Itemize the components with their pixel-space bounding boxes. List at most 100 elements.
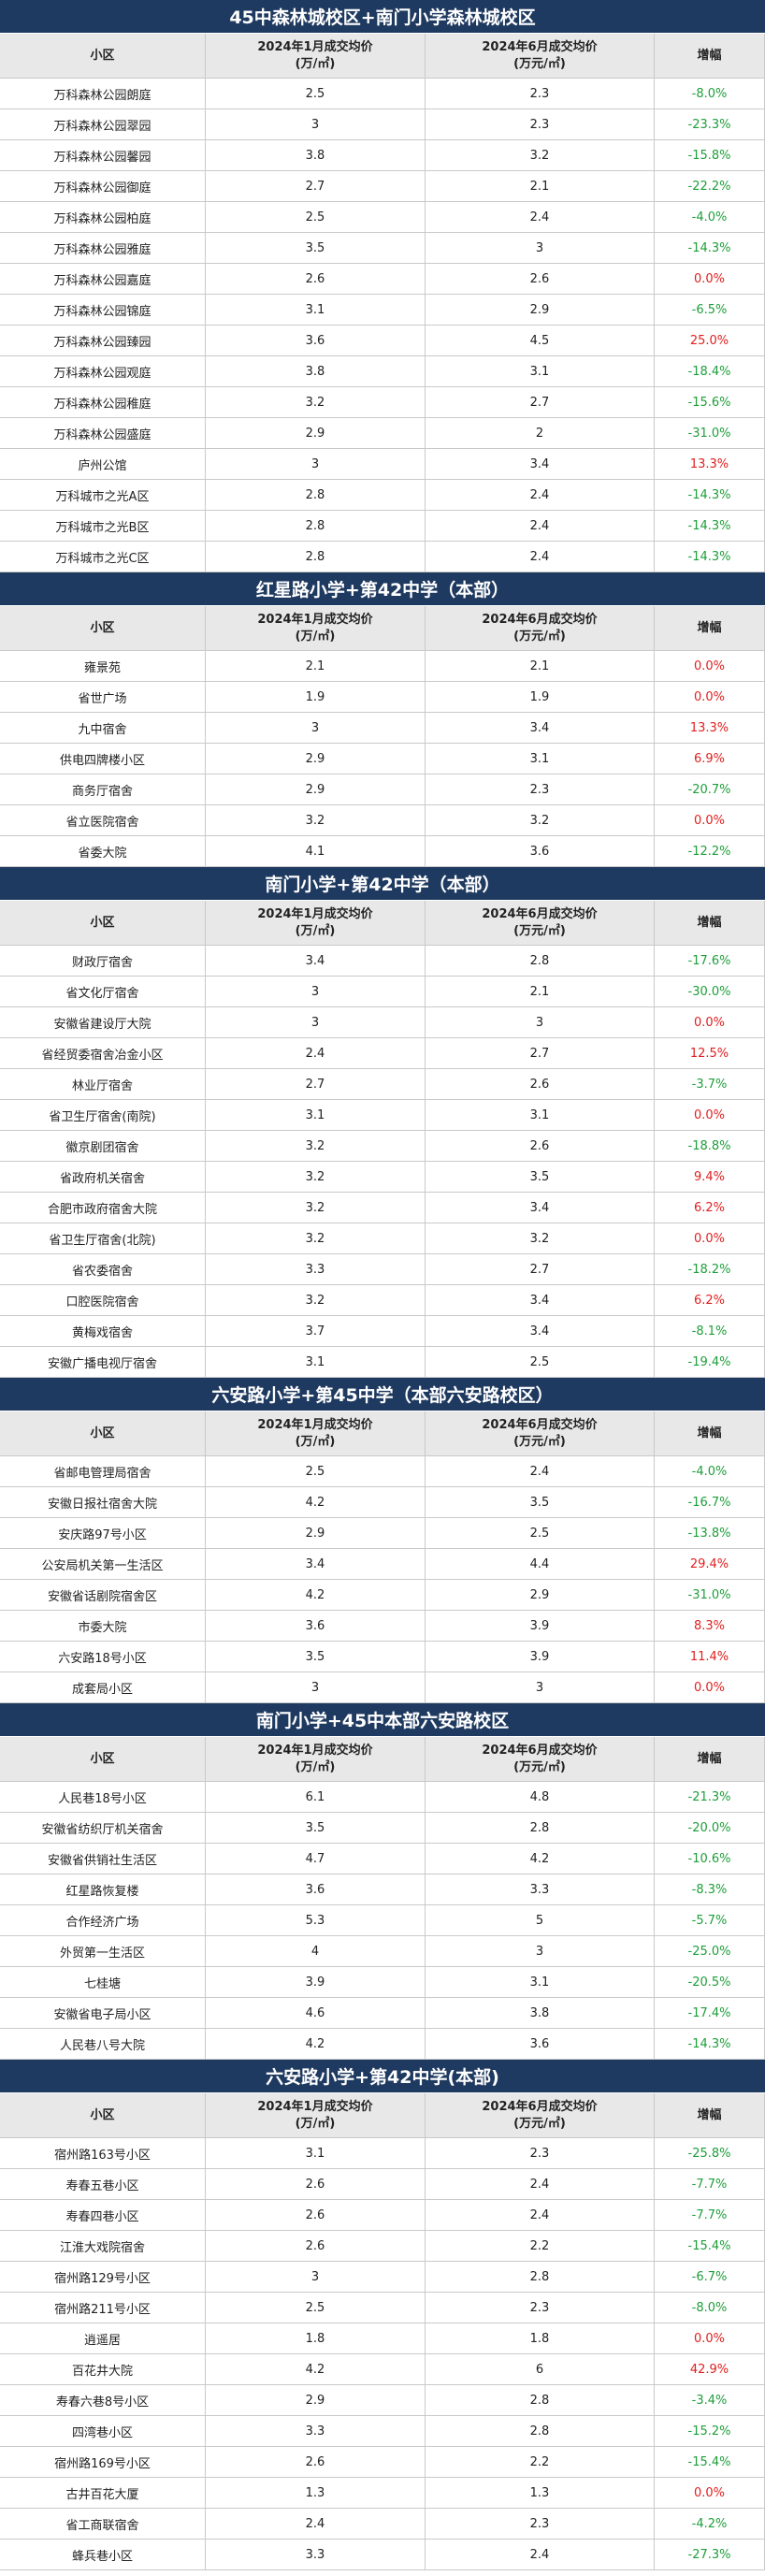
price-cell: 2.4 <box>426 542 655 572</box>
header-text: 小区 <box>90 1425 115 1440</box>
change-cell: 0.0% <box>655 651 765 682</box>
data-row: 万科城市之光B区 2.8 2.4 -14.3% <box>0 511 765 542</box>
header-cell: 增幅 <box>655 1737 765 1782</box>
change-cell: -21.3% <box>655 1782 765 1813</box>
price-cell: 3 <box>206 977 426 1007</box>
data-row: 万科森林公园嘉庭 2.6 2.6 0.0% <box>0 264 765 295</box>
change-cell: -8.3% <box>655 1874 765 1905</box>
community-name: 市委大院 <box>0 1611 206 1642</box>
price-cell: 3 <box>206 713 426 744</box>
change-cell: -13.8% <box>655 1518 765 1549</box>
price-cell: 5 <box>426 1905 655 1936</box>
community-name: 商务厅宿舍 <box>0 774 206 805</box>
community-name: 万科森林公园盛庭 <box>0 418 206 449</box>
price-cell: 4.8 <box>426 1782 655 1813</box>
community-name: 财政厅宿舍 <box>0 946 206 977</box>
data-row: 雍景苑 2.1 2.1 0.0% <box>0 651 765 682</box>
section-title: 红星路小学+第42中学（本部） <box>0 572 765 606</box>
price-cell: 3.6 <box>206 1611 426 1642</box>
price-cell: 3 <box>426 1672 655 1703</box>
section: 红星路小学+第42中学（本部） 小区 2024年1月成交均价 (万/㎡) 2024年6月… <box>0 572 765 867</box>
change-cell: 0.0% <box>655 1007 765 1038</box>
change-cell: -14.3% <box>655 233 765 264</box>
header-text: 增幅 <box>697 2107 722 2122</box>
data-row: 安庆路97号小区 2.9 2.5 -13.8% <box>0 1518 765 1549</box>
data-row: 财政厅宿舍 3.4 2.8 -17.6% <box>0 946 765 977</box>
community-name: 寿春四巷小区 <box>0 2200 206 2231</box>
change-cell: -10.6% <box>655 1844 765 1874</box>
community-name: 万科森林公园稚庭 <box>0 387 206 418</box>
section-title: 南门小学+45中本部六安路校区 <box>0 1703 765 1737</box>
data-row: 安徽省纺织厅机关宿舍 3.5 2.8 -20.0% <box>0 1813 765 1844</box>
data-row: 省卫生厅宿舍(北院) 3.2 3.2 0.0% <box>0 1223 765 1254</box>
change-cell: -30.0% <box>655 977 765 1007</box>
change-cell: 6.2% <box>655 1193 765 1223</box>
price-cell: 2.5 <box>426 1518 655 1549</box>
header-text: 2024年6月成交均价 <box>482 1743 598 1758</box>
header-cell: 2024年6月成交均价 (万元/㎡) <box>426 1411 655 1456</box>
community-name: 蜂兵巷小区 <box>0 2540 206 2570</box>
data-row: 省立医院宿舍 3.2 3.2 0.0% <box>0 805 765 836</box>
header-row: 小区 2024年1月成交均价 (万/㎡) 2024年6月成交均价 (万元/㎡) 增幅 <box>0 1411 765 1456</box>
header-text: (万元/㎡) <box>513 56 566 71</box>
price-cell: 3 <box>206 449 426 480</box>
change-cell: -14.3% <box>655 2029 765 2060</box>
header-text: 增幅 <box>697 48 722 63</box>
data-row: 宿州路169号小区 2.6 2.2 -15.4% <box>0 2447 765 2478</box>
price-cell: 3.6 <box>426 836 655 867</box>
price-cell: 3.9 <box>426 1642 655 1672</box>
header-cell: 2024年1月成交均价 (万/㎡) <box>206 1411 426 1456</box>
price-cell: 2.6 <box>206 2169 426 2200</box>
data-row: 外贸第一生活区 4 3 -25.0% <box>0 1936 765 1967</box>
change-cell: -31.0% <box>655 418 765 449</box>
data-row: 七桂塘 3.9 3.1 -20.5% <box>0 1967 765 1998</box>
section: 45中森林城校区+南门小学森林城校区 小区 2024年1月成交均价 (万/㎡) 2024… <box>0 0 765 572</box>
community-name: 省工商联宿舍 <box>0 2509 206 2540</box>
price-cell: 2.9 <box>206 744 426 774</box>
change-cell: 8.3% <box>655 1611 765 1642</box>
section: 南门小学+45中本部六安路校区 小区 2024年1月成交均价 (万/㎡) 2024年6月… <box>0 1703 765 2060</box>
header-cell: 小区 <box>0 2093 206 2138</box>
price-cell: 2.4 <box>426 1456 655 1487</box>
data-row: 省卫生厅宿舍(南院) 3.1 3.1 0.0% <box>0 1100 765 1131</box>
data-row: 红星路恢复楼 3.6 3.3 -8.3% <box>0 1874 765 1905</box>
price-cell: 1.3 <box>206 2478 426 2509</box>
data-row: 合肥市政府宿舍大院 3.2 3.4 6.2% <box>0 1193 765 1223</box>
change-cell: -15.6% <box>655 387 765 418</box>
price-cell: 3.2 <box>206 1223 426 1254</box>
community-name: 万科森林公园馨园 <box>0 140 206 171</box>
price-cell: 4.2 <box>426 1844 655 1874</box>
change-cell: -4.2% <box>655 2509 765 2540</box>
community-name: 人民巷18号小区 <box>0 1782 206 1813</box>
price-cell: 2.8 <box>426 946 655 977</box>
community-name: 省邮电管理局宿舍 <box>0 1456 206 1487</box>
header-text: 增幅 <box>697 1425 722 1440</box>
community-name: 省委大院 <box>0 836 206 867</box>
price-cell: 2.9 <box>206 1518 426 1549</box>
price-cell: 4.2 <box>206 2354 426 2385</box>
community-name: 省卫生厅宿舍(北院) <box>0 1223 206 1254</box>
price-cell: 2.8 <box>206 542 426 572</box>
change-cell: 13.3% <box>655 449 765 480</box>
price-cell: 3.5 <box>206 233 426 264</box>
community-name: 寿春六巷8号小区 <box>0 2385 206 2416</box>
price-cell: 2.4 <box>426 202 655 233</box>
community-name: 宿州路211号小区 <box>0 2293 206 2323</box>
price-cell: 3.2 <box>426 140 655 171</box>
data-row: 安徽省电子局小区 4.6 3.8 -17.4% <box>0 1998 765 2029</box>
header-text: 2024年1月成交均价 <box>257 906 373 921</box>
community-name: 万科森林公园臻园 <box>0 326 206 356</box>
community-name: 人民巷八号大院 <box>0 2029 206 2060</box>
data-row: 林业厅宿舍 2.7 2.6 -3.7% <box>0 1069 765 1100</box>
header-cell: 2024年6月成交均价 (万元/㎡) <box>426 606 655 651</box>
community-name: 逍遥居 <box>0 2323 206 2354</box>
price-cell: 2.6 <box>206 2447 426 2478</box>
header-row: 小区 2024年1月成交均价 (万/㎡) 2024年6月成交均价 (万元/㎡) 增幅 <box>0 1737 765 1782</box>
change-cell: 29.4% <box>655 1549 765 1580</box>
header-cell: 增幅 <box>655 606 765 651</box>
header-text: 小区 <box>90 2107 115 2122</box>
change-cell: -20.0% <box>655 1813 765 1844</box>
price-cell: 3.3 <box>206 2416 426 2447</box>
change-cell: 0.0% <box>655 805 765 836</box>
